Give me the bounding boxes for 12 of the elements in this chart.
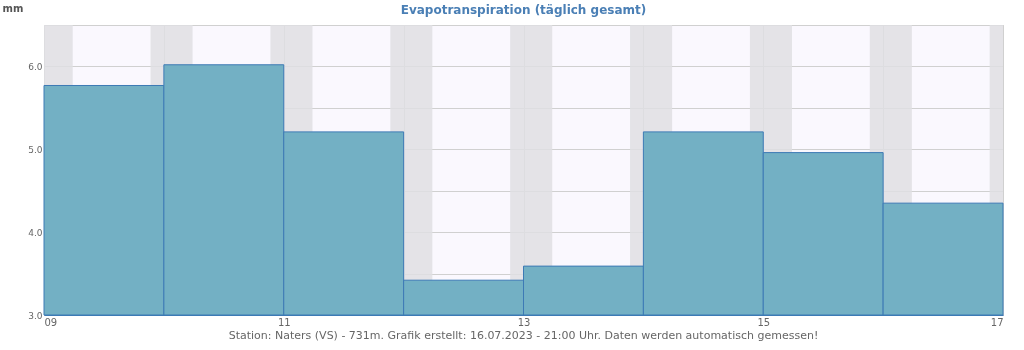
- x-tick-label: 11: [277, 316, 291, 328]
- chart-title: Evapotranspiration (täglich gesamt): [400, 3, 647, 17]
- y-tick-label: 4.0: [28, 227, 43, 238]
- y-axis-title: mm: [2, 2, 24, 14]
- y-tick-label: 6.0: [28, 61, 43, 72]
- x-tick-label: 15: [757, 316, 771, 328]
- text: Station: Naters (VS) - 731m. Grafik erstellt: 16.07.2023 - 21:00 Uhr. Daten werden automatisch gemessen!: [228, 329, 819, 342]
- y-tick-label: 3.0: [28, 310, 43, 321]
- x-tick-label: 17: [990, 316, 1004, 328]
- x-tick-label: 09: [44, 316, 58, 328]
- y-tick-label: 5.0: [28, 144, 43, 155]
- x-tick-label: 13: [517, 316, 531, 328]
